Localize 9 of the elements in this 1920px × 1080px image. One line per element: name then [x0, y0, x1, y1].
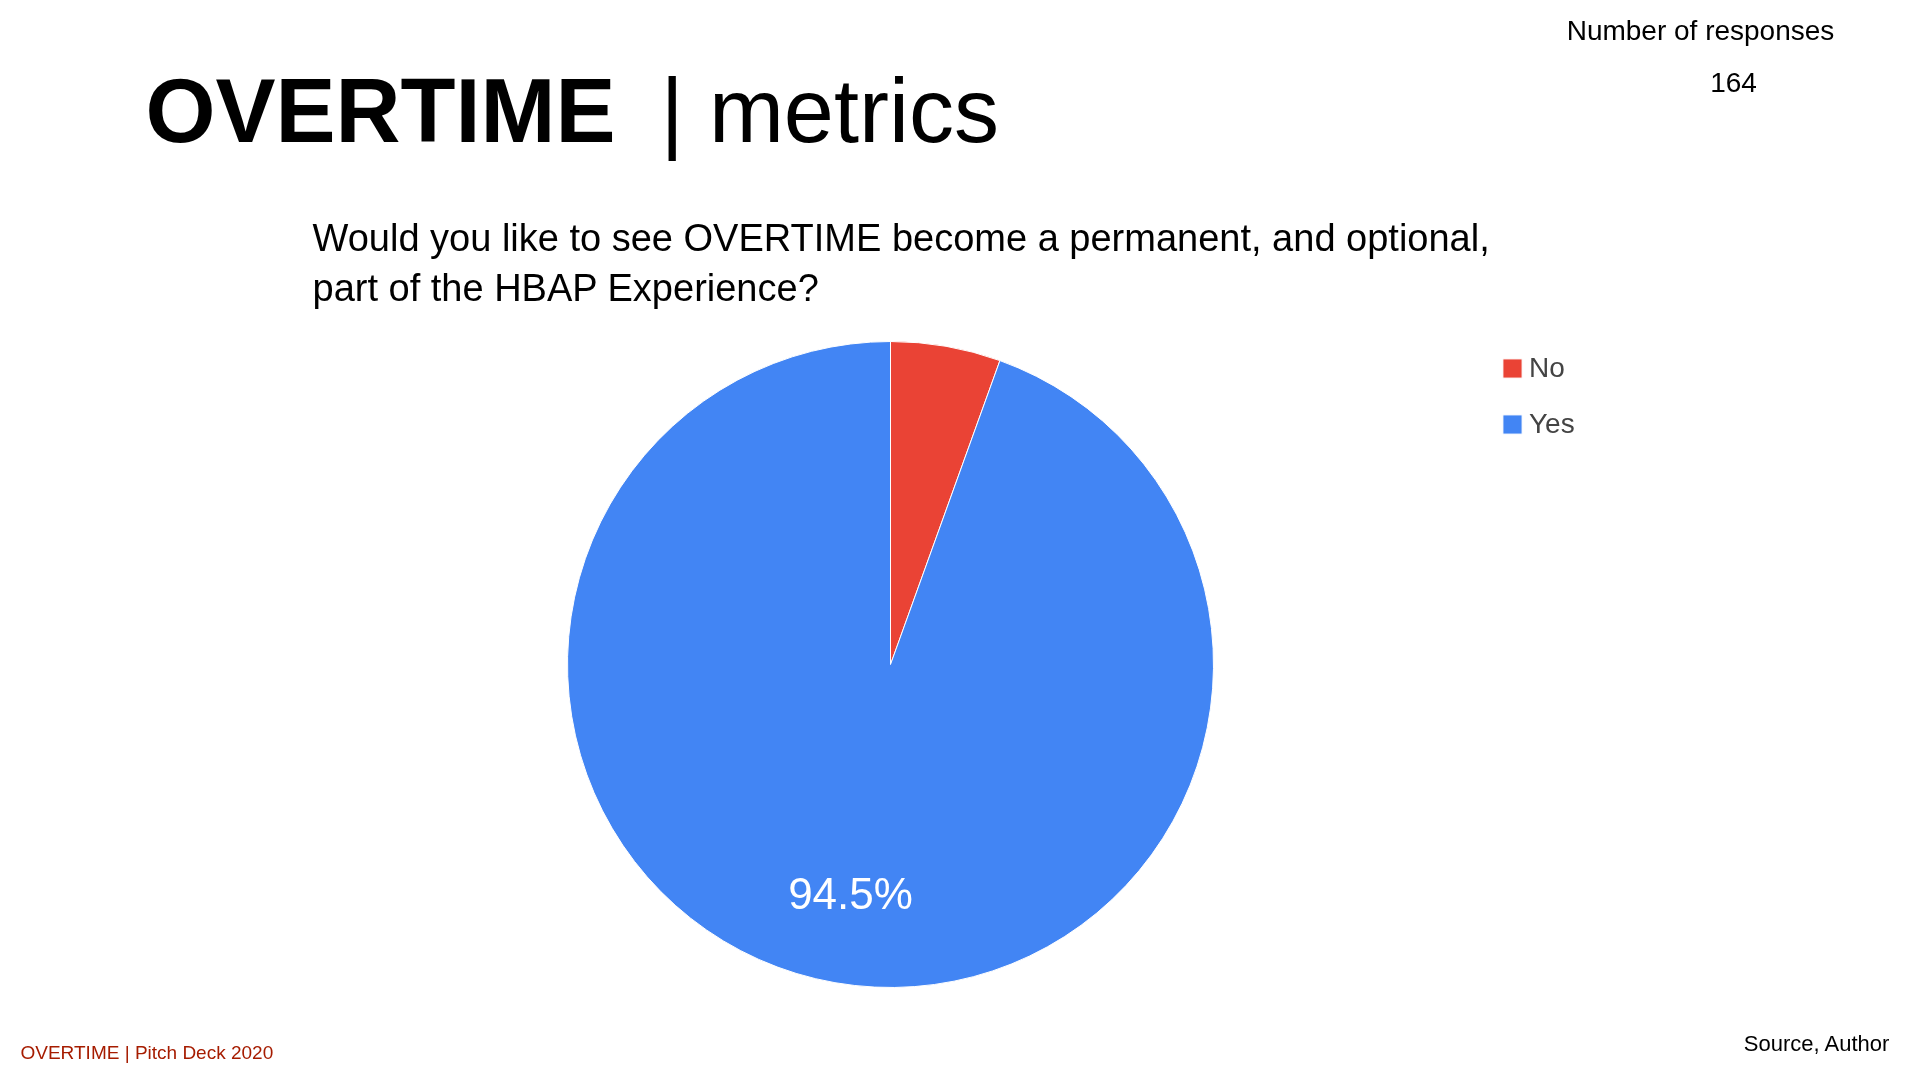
- chart-title: OVERTIME | metrics: [145, 60, 999, 161]
- text: OVERTIME | Pitch Deck 2020: [20, 1042, 274, 1063]
- legend-label: Yes: [1529, 408, 1575, 440]
- text: Number of responses: [1566, 15, 1835, 46]
- data-label: 94.5%: [788, 869, 913, 919]
- text: 164: [1710, 67, 1757, 98]
- legend-label: No: [1529, 352, 1565, 384]
- chart-subtitle: Would you like to see OVERTIME become a permanent, and optional, part of the HBAP Experience?: [312, 216, 1490, 309]
- source-note: Source, Author: [1743, 1031, 1890, 1056]
